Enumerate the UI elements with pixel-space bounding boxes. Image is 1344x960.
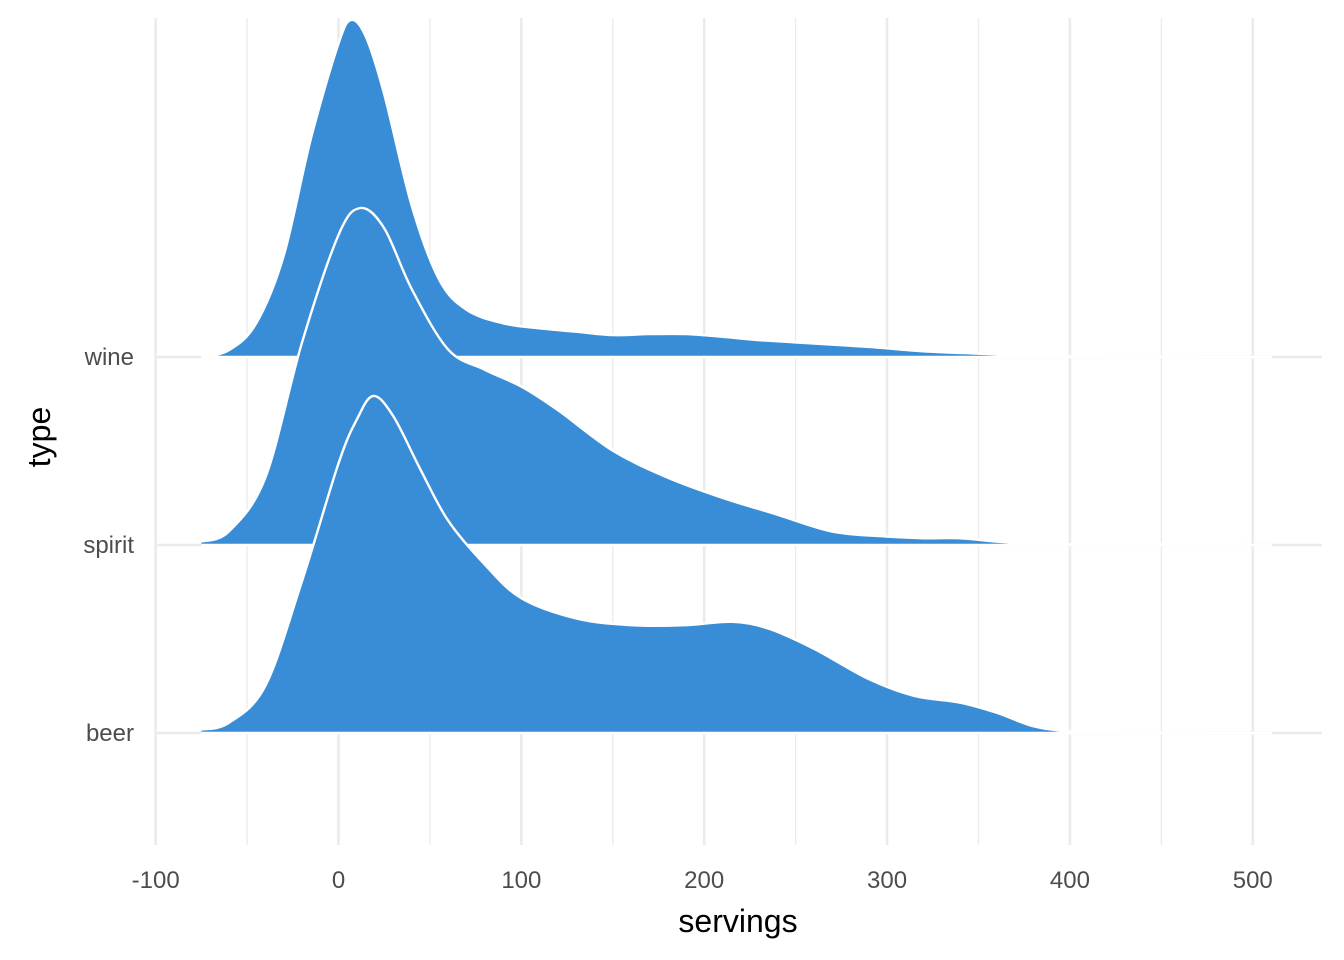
x-tick-label: 200 (684, 867, 724, 894)
x-tick-label: 300 (867, 867, 907, 894)
ridge-spirit-outline (200, 206, 1273, 547)
ridges (200, 18, 1273, 735)
x-tick-labels: -100 0 100 200 300 400 500 (132, 867, 1273, 894)
x-axis-title: servings (678, 903, 797, 939)
x-tick-label: 100 (501, 867, 541, 894)
x-tick-label: 400 (1050, 867, 1090, 894)
y-tick-labels: beer spirit wine (83, 344, 134, 747)
ridge-wine-outline (201, 18, 1273, 359)
y-tick-beer: beer (86, 720, 134, 747)
ridge-beer (201, 395, 1272, 733)
y-tick-wine: wine (84, 344, 134, 371)
ridge-spirit (201, 207, 1272, 546)
ridge-beer-outline (201, 394, 1273, 735)
x-tick-label: 0 (332, 867, 345, 894)
y-tick-spirit: spirit (83, 532, 134, 559)
x-tick-label: 500 (1233, 867, 1273, 894)
x-tick-label: -100 (132, 867, 180, 894)
y-axis-title: type (21, 407, 57, 467)
